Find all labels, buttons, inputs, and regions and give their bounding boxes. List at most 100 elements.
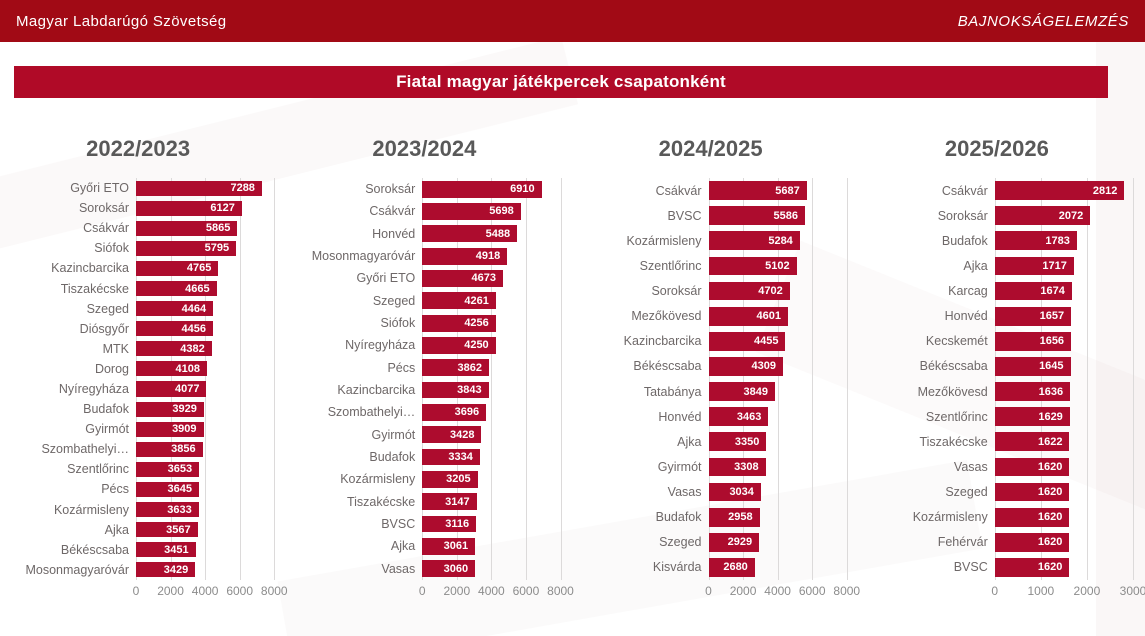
bar-row: Mezőkövesd 4601: [575, 304, 847, 329]
team-label: Szeged: [86, 301, 129, 316]
season-title: 2025/2026: [944, 136, 1049, 161]
plot-area: Csákvár 5687 BVSC 5586 Kozármisleny 5284 Szent…: [575, 178, 848, 580]
gridline: [456, 178, 458, 580]
bar-row: Soroksár 4702: [575, 279, 847, 304]
bar-row: Honvéd 5488: [288, 223, 560, 245]
bar: 1622: [994, 432, 1070, 452]
team-label: Dorog: [94, 361, 129, 376]
gridline: [777, 178, 779, 580]
row-plot: 6127: [136, 198, 274, 218]
bar-value: 3645: [167, 483, 192, 496]
bar: 4765: [136, 260, 219, 276]
team-label: Csákvár: [83, 221, 129, 236]
team-label: Kazincbarcika: [337, 383, 416, 398]
bar-row: Siófok 5795: [2, 238, 274, 258]
bar-value: 1645: [1039, 360, 1064, 373]
gridlines: [994, 178, 1134, 580]
team-label: Kazincbarcika: [623, 334, 702, 349]
team-label: Kozármisleny: [340, 472, 416, 487]
bar: 3929: [136, 401, 204, 417]
bar-value: 5687: [775, 184, 800, 197]
row-plot: 3653: [136, 459, 274, 479]
bar-row: Ajka 3061: [288, 535, 560, 557]
bar-rows: Csákvár 2812 Soroksár 2072 Budafok 1783 Ajka 17…: [861, 178, 1133, 580]
bar-value: 3909: [172, 423, 197, 436]
row-plot: 2072: [994, 203, 1133, 228]
bar-value: 3843: [457, 384, 482, 397]
bar-row: Kozármisleny 3633: [2, 500, 274, 520]
team-label: Soroksár: [651, 284, 702, 299]
bar-value: 4382: [180, 342, 205, 355]
bar-value: 5102: [765, 259, 790, 272]
bar: 2958: [708, 507, 760, 527]
team-label: Kozármisleny: [626, 233, 702, 248]
bar: 4665: [136, 280, 217, 297]
bar-value: 3116: [445, 518, 470, 531]
row-plot: 5795: [136, 238, 274, 258]
bar: 5102: [708, 256, 797, 276]
gridline: [491, 178, 493, 580]
team-label: Vasas: [667, 485, 702, 500]
bar-rows: Soroksár 6910 Csákvár 5698 Honvéd 5488 Mosonma…: [288, 178, 560, 580]
bar-row: BVSC 5586: [575, 203, 847, 228]
bar-value: 3862: [457, 361, 482, 374]
bar: 2680: [708, 558, 755, 577]
axis-tick-label: 8000: [833, 584, 861, 598]
bar-row: Budafok 3334: [288, 446, 560, 468]
gridline: [708, 178, 710, 580]
bar-value: 3451: [164, 543, 189, 556]
bar-row: Pécs 3862: [288, 357, 560, 379]
bar-value: 3696: [454, 406, 480, 419]
bar-row: Gyirmót 3308: [575, 454, 847, 479]
team-label: Békéscsaba: [919, 359, 988, 374]
team-label: MTK: [102, 341, 129, 356]
gridline: [422, 178, 424, 580]
gridline: [560, 178, 562, 580]
team-label: Tiszakécske: [60, 281, 129, 296]
bar-value: 1629: [1038, 410, 1063, 423]
row-plot: 3633: [136, 500, 274, 520]
row-plot: 7288: [136, 178, 274, 198]
team-label: Budafok: [655, 510, 702, 525]
row-plot: 4261: [422, 290, 560, 312]
row-plot: 1674: [994, 279, 1133, 304]
row-plot: 5102: [708, 253, 847, 278]
bar: 3060: [422, 560, 476, 578]
bar-value: 4077: [174, 382, 200, 395]
team-label: Szentlőrinc: [639, 258, 702, 273]
bar-value: 3929: [172, 403, 197, 416]
bar-value: 4702: [758, 285, 783, 298]
bar-row: Gyirmót 3428: [288, 424, 560, 446]
bar: 4382: [136, 341, 212, 357]
bar-value: 6127: [210, 202, 235, 215]
gridlines: [136, 178, 276, 580]
axis-tick-label: 8000: [547, 584, 574, 598]
gridline: [170, 178, 172, 580]
bar: 5698: [422, 203, 521, 220]
row-plot: 2929: [708, 530, 847, 555]
bar: 4673: [422, 270, 503, 287]
bar: 5687: [708, 181, 807, 200]
team-label: Vasas: [953, 459, 988, 474]
bar-row: Soroksár 6127: [2, 198, 274, 218]
bar-value: 3060: [443, 562, 469, 575]
bar-row: Szeged 1620: [861, 480, 1133, 505]
bar-value: 4456: [181, 322, 206, 335]
row-plot: 1620: [994, 555, 1133, 580]
team-label: Mezőkövesd: [631, 309, 702, 324]
bar-row: Honvéd 3463: [575, 404, 847, 429]
bar: 4309: [708, 357, 783, 376]
axis-tick-label: 1000: [1027, 584, 1055, 598]
row-plot: 3429: [136, 560, 274, 580]
bar-value: 1656: [1039, 335, 1065, 348]
bar-row: Kisvárda 2680: [575, 555, 847, 580]
report-type-label: BAJNOKSÁGELEMZÉS: [957, 12, 1129, 30]
bar: 3843: [422, 381, 489, 399]
bar-value: 3205: [446, 473, 471, 486]
team-label: Gyirmót: [85, 422, 129, 437]
axis-tick-label: 4000: [764, 584, 791, 598]
bar: 3334: [422, 448, 480, 466]
gridline: [239, 178, 241, 580]
row-plot: 1622: [994, 429, 1133, 454]
bar: 5284: [708, 231, 800, 251]
